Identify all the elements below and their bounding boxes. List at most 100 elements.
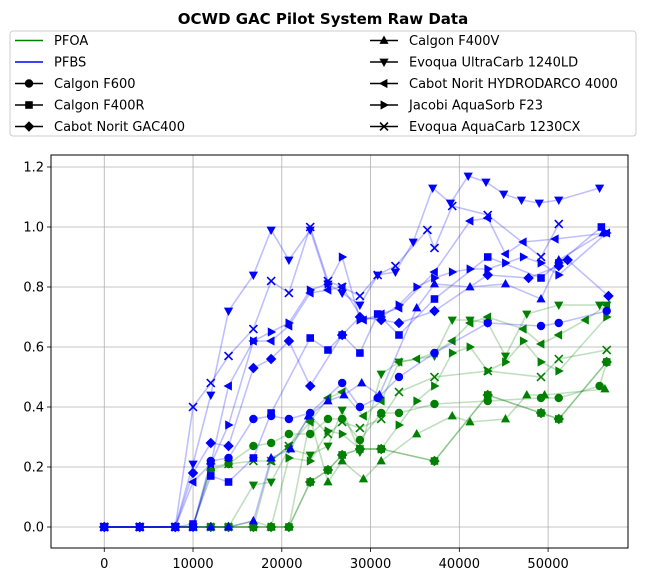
data-point <box>267 522 277 532</box>
y-tick-label: 1.0 <box>23 221 44 236</box>
data-point <box>323 429 333 439</box>
legend-entry: Cabot Norit HYDRODARCO 4000 <box>370 77 618 92</box>
data-point <box>322 464 334 476</box>
data-point <box>412 303 422 312</box>
data-point <box>337 282 347 292</box>
data-point <box>305 476 316 488</box>
data-point <box>267 327 277 337</box>
legend-marker <box>23 121 35 132</box>
data-point <box>595 184 605 193</box>
data-point <box>603 290 614 302</box>
data-point <box>248 324 258 334</box>
legend-label: Evoqua UltraCarb 1240LD <box>409 56 578 71</box>
data-point <box>555 366 564 376</box>
data-point <box>358 411 367 421</box>
data-point <box>413 282 422 292</box>
data-point <box>536 252 546 262</box>
data-point <box>516 196 527 205</box>
data-point <box>99 522 109 532</box>
x-tick-label: 50000 <box>527 557 568 572</box>
data-point <box>422 225 432 235</box>
data-point <box>285 453 294 463</box>
data-point <box>522 390 532 399</box>
data-point <box>284 429 294 439</box>
data-point <box>429 267 438 277</box>
y-tick-label: 0.4 <box>23 401 44 416</box>
data-point <box>465 216 474 226</box>
data-point <box>356 349 364 357</box>
data-point <box>554 318 563 328</box>
data-point <box>250 522 259 532</box>
data-point <box>357 378 367 387</box>
data-point <box>518 324 527 334</box>
y-tick-label: 0.2 <box>23 461 44 476</box>
data-point <box>562 254 573 266</box>
data-point <box>223 307 234 316</box>
data-point <box>284 256 294 265</box>
legend-label: Evoqua AquaCarb 1230CX <box>409 120 581 135</box>
plot-area: 0 10000 20000 30000 40000 50000 0.0 0.2 0.4 0.6 0.… <box>23 154 629 572</box>
x-tick-label: 40000 <box>439 557 480 572</box>
series-line <box>104 258 610 528</box>
data-point <box>600 384 610 393</box>
data-point <box>500 279 511 288</box>
data-point <box>376 370 386 379</box>
data-point <box>463 172 473 181</box>
data-point <box>224 478 233 486</box>
legend-entry: Evoqua UltraCarb 1240LD <box>370 56 578 71</box>
data-point <box>536 339 545 349</box>
data-point <box>284 522 294 531</box>
data-point <box>519 252 529 262</box>
data-point <box>306 456 316 466</box>
data-point <box>393 317 405 329</box>
x-tick-label: 10000 <box>172 557 213 572</box>
data-point <box>337 414 347 424</box>
data-point <box>336 449 348 461</box>
data-point <box>536 294 546 303</box>
data-point <box>429 279 440 288</box>
legend-entry: Evoqua AquaCarb 1230CX <box>370 120 581 135</box>
data-point <box>537 258 546 268</box>
data-point <box>428 184 438 193</box>
data-point <box>523 272 534 284</box>
legend-marker <box>379 78 388 89</box>
data-point <box>500 414 511 423</box>
data-point <box>394 408 404 418</box>
legend-label: Cabot Norit GAC400 <box>54 120 185 135</box>
data-point <box>207 472 215 480</box>
data-point <box>602 345 612 355</box>
data-point <box>355 402 365 412</box>
data-point <box>448 348 458 358</box>
data-point <box>550 234 559 244</box>
chart-title: OCWD GAC Pilot System Raw Data <box>178 10 468 28</box>
data-point <box>188 460 198 469</box>
data-point <box>323 276 333 286</box>
data-point <box>248 481 258 490</box>
data-point <box>431 273 440 283</box>
data-point <box>305 451 315 460</box>
data-point <box>373 270 383 280</box>
data-point <box>502 357 511 367</box>
data-point <box>536 372 546 382</box>
data-point <box>465 282 475 291</box>
data-point <box>250 336 259 346</box>
data-point <box>223 381 232 391</box>
plot-border <box>50 154 629 549</box>
data-point <box>518 237 527 247</box>
data-point <box>356 444 365 454</box>
data-point <box>430 295 439 303</box>
data-point <box>338 429 348 439</box>
data-point <box>323 396 333 405</box>
data-point <box>266 453 276 462</box>
data-point <box>602 306 611 316</box>
data-point <box>554 354 564 364</box>
data-point <box>537 274 545 282</box>
data-point <box>223 351 234 361</box>
data-point <box>465 417 475 426</box>
data-point <box>323 414 333 424</box>
data-point <box>265 353 277 365</box>
data-point <box>429 455 440 467</box>
data-point <box>324 346 332 354</box>
data-point <box>266 226 276 235</box>
data-point <box>377 444 387 454</box>
